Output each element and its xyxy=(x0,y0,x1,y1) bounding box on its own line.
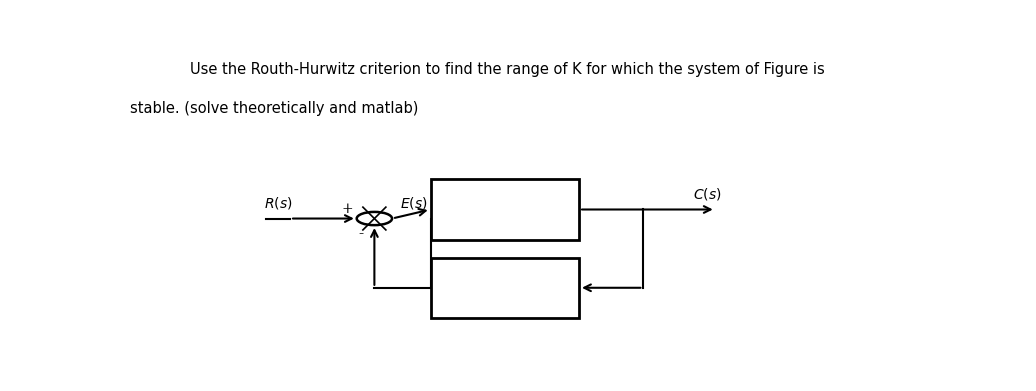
Text: Use the Routh-Hurwitz criterion to find the range of K for which the system of F: Use the Routh-Hurwitz criterion to find … xyxy=(190,62,825,77)
Text: $E(s)$: $E(s)$ xyxy=(400,195,428,211)
Bar xyxy=(431,258,579,318)
Text: +: + xyxy=(341,201,352,215)
Text: stable. (solve theoretically and matlab): stable. (solve theoretically and matlab) xyxy=(130,101,418,116)
Text: $s^2+2s+4$: $s^2+2s+4$ xyxy=(467,295,542,314)
Text: $K(s^2-2s+2)$: $K(s^2-2s+2)$ xyxy=(453,199,556,220)
Text: $1$: $1$ xyxy=(499,265,510,281)
Text: -: - xyxy=(358,227,364,240)
Text: $R(s)$: $R(s)$ xyxy=(264,195,292,211)
Text: $C(s)$: $C(s)$ xyxy=(693,186,722,202)
Bar xyxy=(431,179,579,240)
